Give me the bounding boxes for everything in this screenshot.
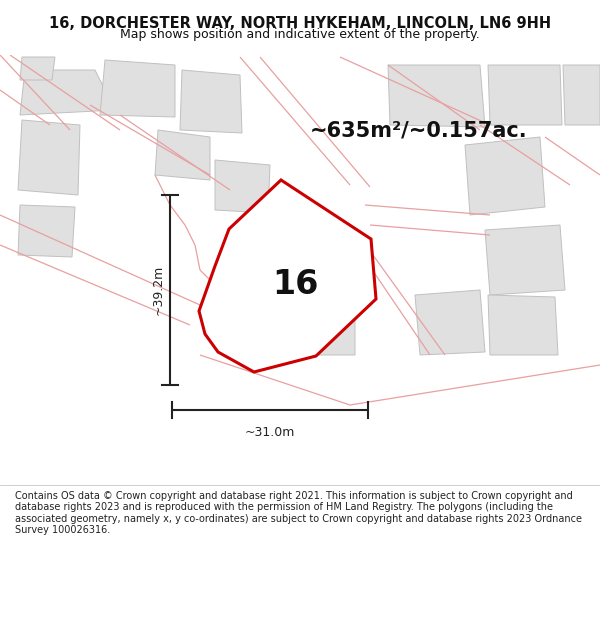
Text: Contains OS data © Crown copyright and database right 2021. This information is : Contains OS data © Crown copyright and d… [15,491,582,536]
Polygon shape [485,225,565,295]
Text: 16, DORCHESTER WAY, NORTH HYKEHAM, LINCOLN, LN6 9HH: 16, DORCHESTER WAY, NORTH HYKEHAM, LINCO… [49,16,551,31]
Polygon shape [180,70,242,133]
Polygon shape [18,205,75,257]
Text: 16: 16 [272,269,318,301]
Polygon shape [155,130,210,180]
Polygon shape [18,120,80,195]
Text: ~635m²/~0.157ac.: ~635m²/~0.157ac. [310,120,527,140]
Polygon shape [100,60,175,117]
Text: ~39.2m: ~39.2m [151,265,164,315]
Polygon shape [415,290,485,355]
Polygon shape [20,57,55,80]
Polygon shape [20,70,115,115]
Text: Map shows position and indicative extent of the property.: Map shows position and indicative extent… [120,28,480,41]
Polygon shape [292,237,352,290]
Polygon shape [199,180,376,372]
Polygon shape [215,160,270,213]
Polygon shape [488,65,562,125]
Text: ~31.0m: ~31.0m [245,426,295,439]
Polygon shape [388,65,485,127]
Polygon shape [292,290,355,355]
Polygon shape [465,137,545,215]
Polygon shape [488,295,558,355]
Polygon shape [563,65,600,125]
